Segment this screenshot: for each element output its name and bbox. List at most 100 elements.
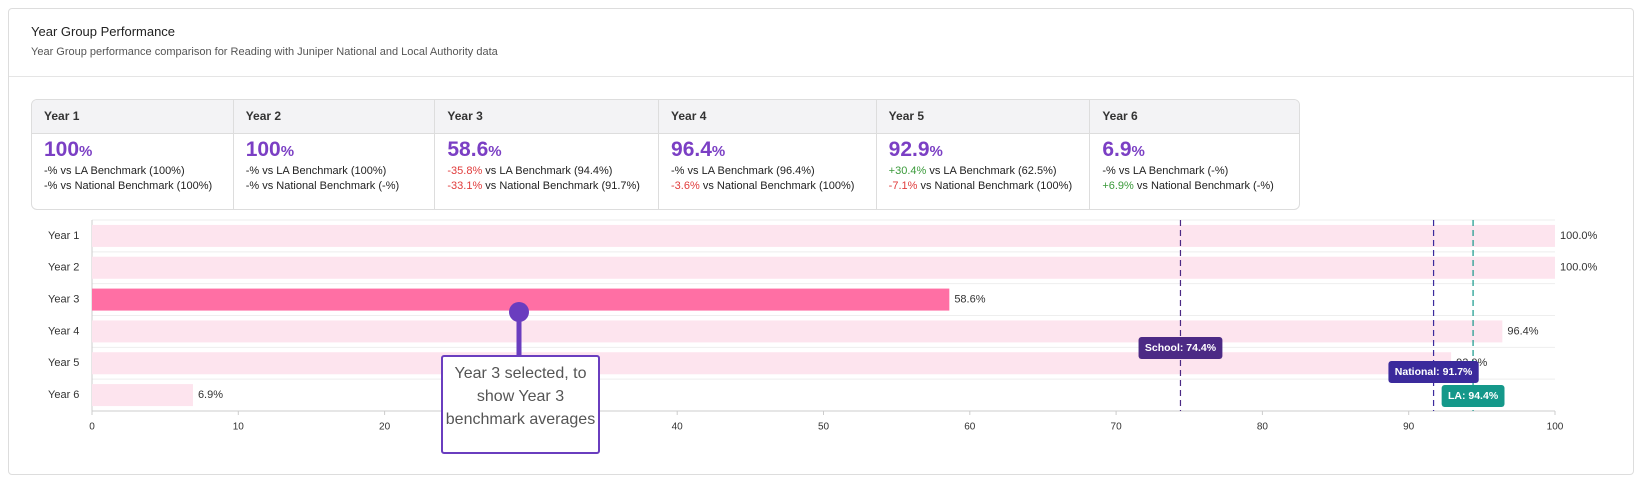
benchmark-delta: -7.1% — [888, 180, 918, 192]
card-value-row: 100% — [246, 138, 423, 162]
bar — [92, 320, 1503, 343]
benchmark-line: -% vs LA Benchmark (-%) — [1102, 165, 1287, 177]
benchmark-line: -3.6% vs National Benchmark (100%) — [671, 180, 864, 192]
benchmark-text: vs National Benchmark (-%) — [1136, 180, 1274, 192]
card-body: 100% -% vs LA Benchmark (100%) -% vs Natio… — [234, 134, 435, 196]
x-tick-label: 0 — [89, 422, 95, 433]
card-value: 100 — [44, 138, 80, 161]
benchmark-text: vs National Benchmark (100%) — [60, 180, 213, 192]
card-label: Year 4 — [659, 100, 876, 134]
benchmark-text: vs LA Benchmark (100%) — [262, 165, 387, 177]
card-label: Year 6 — [1090, 100, 1299, 134]
x-tick-label: 20 — [379, 422, 391, 433]
benchmark-line: -% vs National Benchmark (-%) — [246, 180, 423, 192]
summary-card: Year 6 6.9% -% vs LA Benchmark (-%) +6.9% v… — [1090, 100, 1299, 209]
reference-label: LA: 94.4% — [1448, 390, 1499, 402]
card-value-row: 100% — [44, 138, 221, 162]
reference-label-box — [1441, 385, 1505, 407]
summary-card: Year 4 96.4% -% vs LA Benchmark (96.4%) -3.… — [659, 100, 877, 209]
x-tick-label: 90 — [1403, 422, 1415, 433]
bar — [92, 224, 1555, 247]
panel — [8, 8, 1634, 475]
card-label: Year 1 — [32, 100, 233, 134]
card-unit: % — [79, 143, 93, 160]
benchmark-line: -33.1% vs National Benchmark (91.7%) — [447, 180, 646, 192]
x-tick-label: 80 — [1257, 422, 1269, 433]
benchmark-delta: +6.9% — [1102, 180, 1134, 192]
benchmark-text: vs National Benchmark (91.7%) — [485, 180, 640, 192]
summary-card: Year 1 100% -% vs LA Benchmark (100%) -% vs… — [32, 100, 234, 209]
card-value-row: 58.6% — [447, 138, 646, 162]
benchmark-text: vs National Benchmark (-%) — [262, 180, 400, 192]
benchmark-text: vs National Benchmark (100%) — [920, 180, 1073, 192]
reference-label-box — [1388, 361, 1479, 383]
bar — [92, 256, 1555, 279]
x-tick-label: 40 — [672, 422, 684, 433]
value-label: 100.0% — [1560, 230, 1598, 242]
annotation-pin — [509, 302, 529, 322]
bar — [92, 352, 1452, 375]
benchmark-text: vs LA Benchmark (-%) — [1118, 165, 1229, 177]
card-unit: % — [488, 143, 502, 160]
annotation: Year 3 selected, to show Year 3 benchmar… — [441, 355, 600, 454]
summary-card: Year 5 92.9% +30.4% vs LA Benchmark (62.5%… — [876, 100, 1091, 209]
category-label: Year 6 — [48, 389, 79, 401]
benchmark-line: -% vs LA Benchmark (100%) — [44, 165, 221, 177]
value-label: 100.0% — [1560, 262, 1598, 274]
card-unit: % — [929, 143, 943, 160]
reference-label: School: 74.4% — [1145, 342, 1217, 354]
benchmark-delta: -33.1% — [447, 180, 483, 192]
card-label: Year 2 — [233, 100, 435, 134]
benchmark-text: vs National Benchmark (100%) — [702, 180, 855, 192]
benchmark-text: vs LA Benchmark (100%) — [60, 165, 185, 177]
benchmark-delta: -% — [44, 180, 58, 192]
card-unit: % — [1131, 143, 1145, 160]
benchmark-text: vs LA Benchmark (94.4%) — [485, 165, 613, 177]
card-body: 100% -% vs LA Benchmark (100%) -% vs Natio… — [32, 134, 233, 196]
card-unit: % — [711, 143, 726, 160]
benchmark-delta: -% — [671, 165, 685, 177]
card-unit: % — [280, 143, 295, 160]
benchmark-line: -35.8% vs LA Benchmark (94.4%) — [447, 165, 646, 177]
benchmark-delta: +30.4% — [888, 165, 927, 177]
panel-subtitle: Year Group performance comparison for Re… — [31, 46, 498, 58]
card-body: 92.9% +30.4% vs LA Benchmark (62.5%) -7.1%… — [877, 134, 1090, 196]
x-tick-label: 10 — [233, 422, 245, 433]
benchmark-delta: -% — [245, 180, 260, 192]
card-body: 6.9% -% vs LA Benchmark (-%) +6.9% vs Nati… — [1090, 134, 1299, 196]
card-body: 96.4% -% vs LA Benchmark (96.4%) -3.6% vs … — [659, 134, 876, 196]
card-value-row: 92.9% — [889, 138, 1078, 162]
benchmark-delta: -3.6% — [671, 180, 700, 192]
x-tick-label: 100 — [1547, 422, 1564, 433]
benchmark-line: -% vs LA Benchmark (96.4%) — [671, 165, 864, 177]
benchmark-text: vs LA Benchmark (62.5%) — [929, 165, 1057, 177]
benchmark-line: +30.4% vs LA Benchmark (62.5%) — [889, 165, 1078, 177]
bar — [92, 384, 193, 407]
card-value-row: 96.4% — [671, 138, 864, 162]
summary-cards: Year 1 100% -% vs LA Benchmark (100%) -% vs… — [31, 99, 1300, 210]
benchmark-delta: -% — [1102, 165, 1116, 177]
card-value-row: 6.9% — [1102, 138, 1287, 162]
summary-card: Year 3 58.6% -35.8% vs LA Benchmark (94.4%… — [435, 100, 660, 209]
card-value: 58.6 — [447, 138, 489, 161]
benchmark-text: vs LA Benchmark (96.4%) — [687, 165, 815, 177]
x-tick-label: 50 — [818, 422, 830, 433]
value-label: 96.4% — [1507, 325, 1538, 337]
card-value: 100 — [245, 138, 281, 161]
panel-title: Year Group Performance — [31, 24, 176, 39]
card-value: 96.4 — [671, 138, 712, 161]
divider — [9, 76, 1633, 77]
benchmark-line: +6.9% vs National Benchmark (-%) — [1102, 180, 1287, 192]
card-label: Year 3 — [435, 100, 659, 134]
reference-label: National: 91.7% — [1395, 366, 1473, 378]
category-label: Year 4 — [48, 325, 79, 337]
card-body: 58.6% -35.8% vs LA Benchmark (94.4%) -33.1… — [435, 134, 658, 196]
benchmark-delta: -35.8% — [447, 165, 483, 177]
category-label: Year 3 — [48, 293, 79, 305]
category-label: Year 1 — [48, 230, 79, 242]
summary-card: Year 2 100% -% vs LA Benchmark (100%) -% vs… — [233, 100, 436, 209]
benchmark-delta: -% — [44, 165, 58, 177]
bar — [92, 288, 950, 311]
